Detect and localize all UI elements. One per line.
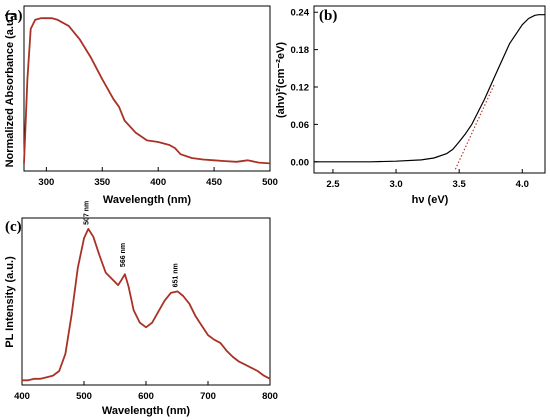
x-tick-label: 400 — [14, 391, 30, 402]
x-tick-label: 450 — [206, 177, 222, 188]
peak-label: 507 nm — [83, 201, 90, 225]
panel-a-absorbance: (a) Wavelength (nm) Normalized Absorbanc… — [4, 5, 278, 206]
panel-c-ylabel: PL Intensity (a.u.) — [4, 256, 16, 348]
x-tick-label: 800 — [262, 391, 278, 402]
panel-b-ylabel: (ahν)²(cm⁻²eV) — [275, 42, 287, 118]
y-tick-label: 0.06 — [291, 120, 310, 131]
series-line — [23, 17, 271, 165]
panel-c-frame — [21, 217, 271, 386]
x-tick-label: 3.0 — [389, 179, 402, 190]
peak-label: 566 nm — [120, 243, 127, 267]
panel-c-xlabel: Wavelength (nm) — [102, 405, 191, 417]
x-tick-label: 500 — [262, 177, 278, 188]
panel-a-ylabel: Normalized Absorbance (a.u.) — [4, 12, 16, 167]
y-tick-label: 0.18 — [291, 45, 310, 56]
panel-a-xlabel: Wavelength (nm) — [103, 194, 192, 206]
panel-b-tauc: (b) hν (eV) (ahν)²(cm⁻²eV) 2.5 3.0 3.5 4.0 0… — [275, 5, 546, 206]
x-tick-label: 3.5 — [453, 179, 467, 190]
x-tick-label: 300 — [38, 177, 54, 188]
x-tick-label: 350 — [94, 177, 110, 188]
panel-a-letter: (a) — [5, 8, 23, 24]
panel-c-letter: (c) — [5, 219, 22, 235]
linear-fit-line — [454, 83, 496, 170]
panel-b-frame — [313, 5, 546, 174]
panel-a-frame — [23, 5, 271, 172]
x-tick-label: 700 — [200, 391, 216, 402]
panel-c-photoluminescence: (c) Wavelength (nm) PL Intensity (a.u.) … — [4, 201, 278, 417]
series-line — [22, 227, 271, 382]
panel-b-xlabel: hν (eV) — [412, 194, 449, 206]
x-tick-label: 400 — [150, 177, 166, 188]
x-tick-label: 2.5 — [326, 179, 340, 190]
x-tick-label: 4.0 — [516, 179, 529, 190]
x-tick-label: 500 — [76, 391, 92, 402]
peak-label: 651 nm — [173, 263, 180, 287]
y-tick-label: 0.00 — [291, 157, 310, 168]
panel-b-letter: (b) — [319, 8, 337, 24]
series-line — [314, 14, 545, 163]
y-tick-label: 0.24 — [291, 8, 310, 19]
y-tick-label: 0.12 — [291, 83, 310, 94]
x-tick-label: 600 — [138, 391, 154, 402]
